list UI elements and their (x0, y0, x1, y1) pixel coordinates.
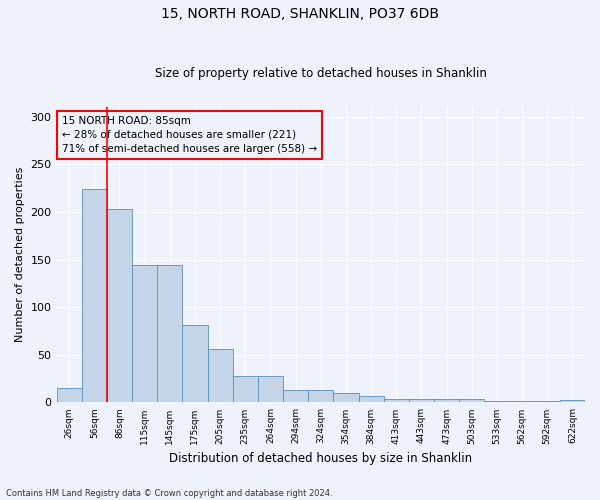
Bar (208, 349, 233, 403)
Text: 15, NORTH ROAD, SHANKLIN, PO37 6DB: 15, NORTH ROAD, SHANKLIN, PO37 6DB (161, 8, 439, 22)
Bar (359, 396, 383, 402)
Y-axis label: Number of detached properties: Number of detached properties (15, 167, 25, 342)
Text: Contains HM Land Registry data © Crown copyright and database right 2024.: Contains HM Land Registry data © Crown c… (6, 488, 332, 498)
Title: Size of property relative to detached houses in Shanklin: Size of property relative to detached ho… (155, 66, 487, 80)
Bar (233, 376, 258, 402)
Bar (383, 398, 409, 402)
Bar (107, 209, 132, 402)
Bar (132, 265, 157, 402)
Bar (283, 390, 308, 402)
Bar (308, 390, 334, 402)
Bar (560, 400, 585, 402)
Text: 15 NORTH ROAD: 85sqm
← 28% of detached houses are smaller (221)
71% of semi-deta: 15 NORTH ROAD: 85sqm ← 28% of detached h… (62, 116, 317, 154)
Bar (56, 388, 82, 402)
Bar (334, 393, 359, 402)
Bar (182, 326, 208, 402)
Bar (258, 376, 283, 402)
Bar (459, 398, 484, 402)
Bar (82, 189, 107, 402)
X-axis label: Distribution of detached houses by size in Shanklin: Distribution of detached houses by size … (169, 452, 472, 465)
Bar (157, 265, 182, 402)
Bar (434, 398, 459, 402)
Bar (409, 398, 434, 402)
